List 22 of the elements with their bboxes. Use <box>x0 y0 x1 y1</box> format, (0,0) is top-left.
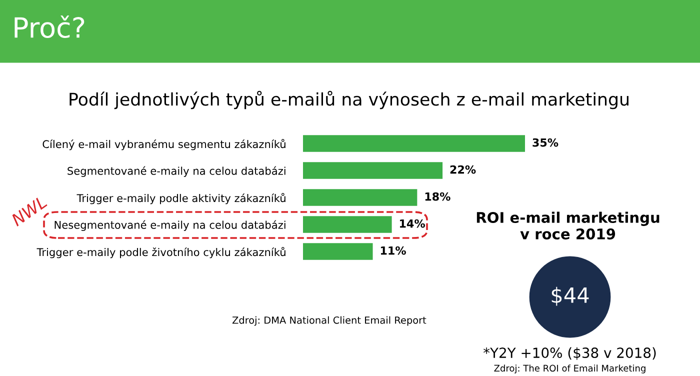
bar <box>303 243 373 260</box>
data-label: 22% <box>450 165 476 174</box>
bar <box>303 162 443 179</box>
y-tick-label: Segmentované e-maily na celou databázi <box>68 166 286 177</box>
bar <box>303 189 418 206</box>
bar <box>303 216 392 233</box>
data-label: 35% <box>532 138 558 147</box>
text: Zdroj: DMA National Client Email Report <box>232 316 426 326</box>
bar <box>303 135 525 152</box>
data-label: 11% <box>380 246 406 255</box>
data-label: 18% <box>425 192 450 201</box>
text: *Y2Y +10% ($38 v 2018) <box>484 347 656 360</box>
text: Proč? <box>14 15 84 38</box>
chart-subtitle: Podíl jednotlivých typů e-mailů na výnosech z e-mail marketingu <box>70 90 628 110</box>
y-tick-label: Trigger e-maily podle aktivity zákazníků <box>76 193 286 204</box>
data-label: 14% <box>400 219 425 228</box>
y-tick-label: Trigger e-maily podle životního cyklu zákazníků <box>36 247 286 258</box>
y-tick-label: Nesegmentované e-maily na celou databázi <box>54 220 286 231</box>
y-tick-label: Cílený e-mail vybranému segmentu zákazníků <box>42 139 286 150</box>
text: Zdroj: The ROI of Email Marketing <box>494 364 646 374</box>
text: ROI e-mail marketingu v roce 2019 <box>476 212 660 240</box>
text: $44 <box>552 286 589 306</box>
